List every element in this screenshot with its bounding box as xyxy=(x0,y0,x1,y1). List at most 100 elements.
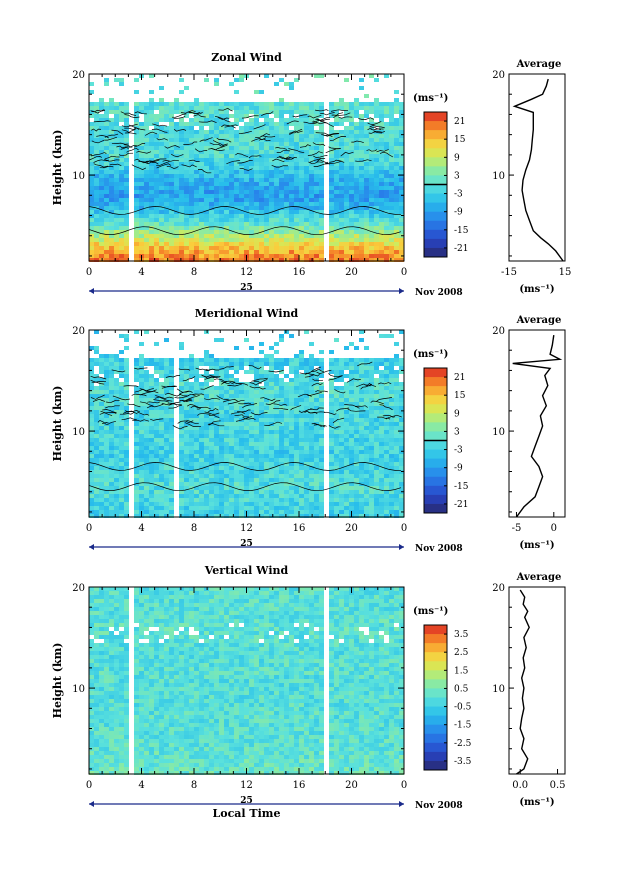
heatmap-cell xyxy=(249,494,254,498)
heatmap-cell xyxy=(389,254,394,258)
heatmap-cell xyxy=(394,126,399,130)
heatmap-cell xyxy=(234,502,239,506)
heatmap-cell xyxy=(89,418,94,422)
heatmap-cell xyxy=(124,334,129,338)
heatmap-cell xyxy=(124,426,129,430)
heatmap-cell xyxy=(289,514,294,518)
heatmap-cell xyxy=(394,166,399,170)
heatmap-cell xyxy=(124,458,129,462)
heatmap-cell xyxy=(319,466,324,470)
heatmap-cell xyxy=(354,446,359,450)
heatmap-cell xyxy=(254,178,259,182)
heatmap-cell xyxy=(359,246,364,250)
heatmap-cell xyxy=(199,506,204,510)
heatmap-cell xyxy=(279,182,284,186)
heatmap-cell xyxy=(214,494,219,498)
heatmap-cell xyxy=(229,466,234,470)
heatmap-cell xyxy=(389,226,394,230)
heatmap-cell xyxy=(184,130,189,134)
heatmap-cell xyxy=(229,222,234,226)
colorbar-segment xyxy=(424,112,447,122)
heatmap-cell xyxy=(344,154,349,158)
heatmap-cell xyxy=(169,174,174,178)
heatmap-cell xyxy=(89,222,94,226)
heatmap-cell xyxy=(334,502,339,506)
heatmap-cell xyxy=(124,390,129,394)
heatmap-cell xyxy=(314,246,319,250)
heatmap-cell xyxy=(289,470,294,474)
heatmap-cell xyxy=(329,142,334,146)
heatmap-cell xyxy=(99,390,104,394)
heatmap-cell xyxy=(309,178,314,182)
heatmap-cell xyxy=(99,494,104,498)
heatmap-cell xyxy=(194,222,199,226)
heatmap-cell xyxy=(394,98,399,102)
heatmap-cell xyxy=(334,378,339,382)
heatmap-cell xyxy=(159,430,164,434)
heatmap-cell xyxy=(329,106,334,110)
heatmap-cell xyxy=(164,434,169,438)
heatmap-cell xyxy=(219,218,224,222)
heatmap-cell xyxy=(284,102,289,106)
heatmap-cell xyxy=(389,210,394,214)
heatmap-cell xyxy=(269,166,274,170)
heatmap-cell xyxy=(289,154,294,158)
heatmap-cell xyxy=(119,182,124,186)
heatmap-cell xyxy=(144,118,149,122)
heatmap-cell xyxy=(274,390,279,394)
heatmap-cell xyxy=(224,366,229,370)
heatmap-cell xyxy=(299,218,304,222)
heatmap-cell xyxy=(344,174,349,178)
heatmap-cell xyxy=(144,418,149,422)
heatmap-cell xyxy=(194,366,199,370)
heatmap-cell xyxy=(249,466,254,470)
heatmap-cell xyxy=(264,102,269,106)
heatmap-cell xyxy=(339,490,344,494)
heatmap-cell xyxy=(169,170,174,174)
heatmap-cell xyxy=(314,218,319,222)
heatmap-cell xyxy=(169,158,174,162)
heatmap-cell xyxy=(354,374,359,378)
heatmap-cell xyxy=(329,186,334,190)
heatmap-cell xyxy=(254,458,259,462)
heatmap-cell xyxy=(184,254,189,258)
heatmap-cell xyxy=(374,214,379,218)
heatmap-cell xyxy=(399,102,404,106)
heatmap-cell xyxy=(389,230,394,234)
heatmap-cell xyxy=(279,482,284,486)
contour-line xyxy=(93,120,111,123)
heatmap-cell xyxy=(294,110,299,114)
heatmap-cell xyxy=(164,422,169,426)
contour-line xyxy=(88,226,402,236)
heatmap-cell xyxy=(339,130,344,134)
heatmap-cell xyxy=(294,226,299,230)
heatmap-cell xyxy=(254,222,259,226)
heatmap-cell xyxy=(289,390,294,394)
heatmap-cell xyxy=(264,486,269,490)
heatmap-cell xyxy=(244,246,249,250)
heatmap-cell xyxy=(314,178,319,182)
heatmap-cell xyxy=(184,170,189,174)
heatmap-cell xyxy=(384,102,389,106)
heatmap-cell xyxy=(149,398,154,402)
heatmap-cell xyxy=(294,358,299,362)
heatmap-cell xyxy=(309,438,314,442)
heatmap-cell xyxy=(374,166,379,170)
heatmap-cell xyxy=(114,146,119,150)
heatmap-cell xyxy=(259,510,264,514)
heatmap-cell xyxy=(184,210,189,214)
heatmap-cell xyxy=(319,206,324,210)
heatmap-cell xyxy=(384,126,389,130)
heatmap-cell xyxy=(389,194,394,198)
heatmap-cell xyxy=(164,114,169,118)
heatmap-cell xyxy=(354,146,359,150)
heatmap-cell xyxy=(379,170,384,174)
heatmap-cell xyxy=(374,378,379,382)
heatmap-cell xyxy=(314,238,319,242)
heatmap-cell xyxy=(134,134,139,138)
heatmap-cell xyxy=(169,198,174,202)
heatmap-cell xyxy=(219,466,224,470)
heatmap-cell xyxy=(89,82,94,86)
heatmap-cell xyxy=(339,250,344,254)
heatmap-cell xyxy=(94,374,99,378)
